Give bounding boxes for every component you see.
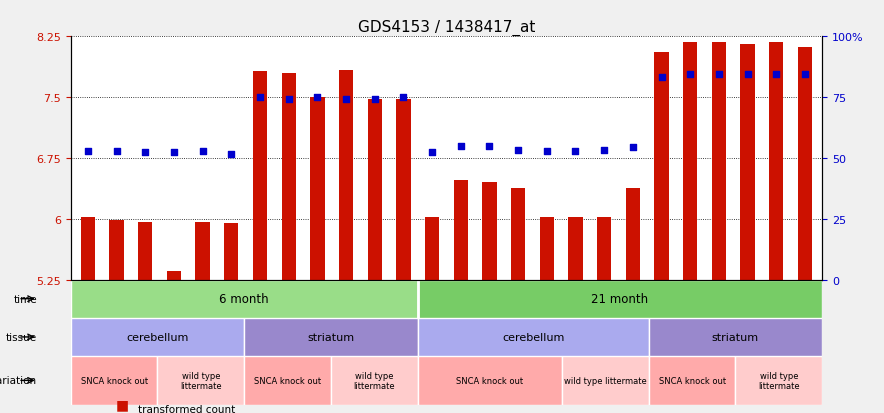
Bar (157, 356, 244, 405)
Point (511, 147, 525, 154)
Point (225, 151, 239, 158)
Bar (417, 318, 649, 356)
Bar (597, 218, 612, 280)
Bar (244, 318, 417, 356)
Bar (225, 223, 239, 280)
Text: wild type
littermate: wild type littermate (354, 371, 395, 390)
Bar (253, 72, 267, 280)
Point (167, 150, 181, 156)
Text: wild type littermate: wild type littermate (564, 376, 647, 385)
Bar (562, 356, 649, 405)
Bar (80, 218, 95, 280)
Bar (741, 45, 755, 280)
Point (282, 96, 296, 103)
Text: ■: ■ (116, 398, 129, 412)
Bar (649, 318, 822, 356)
Point (339, 96, 353, 103)
Text: 6 month: 6 month (219, 292, 269, 306)
Bar (339, 71, 354, 280)
Bar (71, 318, 244, 356)
Point (253, 95, 267, 101)
Point (396, 95, 410, 101)
Text: wild type
littermate: wild type littermate (758, 371, 800, 390)
Bar (539, 218, 554, 280)
Bar (683, 43, 697, 280)
Bar (769, 43, 783, 280)
Text: SNCA knock out: SNCA knock out (659, 376, 726, 385)
Text: genotype/variation: genotype/variation (0, 375, 37, 385)
Bar (138, 223, 152, 280)
Text: SNCA knock out: SNCA knock out (80, 376, 148, 385)
Bar (310, 98, 324, 280)
Bar (511, 188, 525, 280)
Point (626, 145, 640, 151)
Point (453, 143, 468, 150)
Bar (71, 280, 417, 318)
Bar (649, 356, 735, 405)
Bar (425, 218, 439, 280)
Text: SNCA knock out: SNCA knock out (254, 376, 321, 385)
Point (138, 150, 152, 156)
Text: cerebellum: cerebellum (126, 332, 188, 342)
Bar (568, 218, 583, 280)
Bar (626, 188, 640, 280)
Text: tissue: tissue (6, 332, 37, 342)
Point (568, 148, 583, 154)
Point (483, 143, 497, 150)
Bar (110, 221, 124, 280)
Text: wild type
littermate: wild type littermate (180, 371, 222, 390)
Bar (331, 356, 417, 405)
Point (195, 149, 210, 155)
Text: transformed count: transformed count (139, 404, 236, 413)
Text: SNCA knock out: SNCA knock out (456, 376, 523, 385)
Point (683, 72, 697, 78)
Bar (368, 100, 382, 280)
Text: cerebellum: cerebellum (502, 332, 564, 342)
Bar (483, 183, 497, 280)
Bar (244, 356, 331, 405)
Bar (797, 47, 812, 280)
Point (654, 74, 668, 81)
Bar (735, 356, 822, 405)
Bar (712, 43, 726, 280)
Bar (453, 180, 468, 280)
Point (798, 72, 812, 78)
Point (80, 148, 95, 154)
Bar (167, 272, 181, 280)
Point (110, 148, 124, 154)
Bar (281, 74, 296, 280)
Point (597, 147, 611, 154)
Point (425, 150, 439, 156)
Text: striatum: striatum (308, 332, 354, 342)
Point (741, 72, 755, 78)
Text: striatum: striatum (712, 332, 759, 342)
Bar (195, 223, 210, 280)
Point (769, 72, 783, 78)
Bar (417, 280, 822, 318)
Point (540, 148, 554, 154)
Point (310, 95, 324, 101)
Point (712, 72, 726, 78)
Bar (396, 100, 410, 280)
Bar (71, 356, 157, 405)
Bar (654, 53, 668, 280)
Text: 21 month: 21 month (591, 292, 648, 306)
Point (368, 96, 382, 103)
Bar (417, 356, 562, 405)
Title: GDS4153 / 1438417_at: GDS4153 / 1438417_at (358, 20, 535, 36)
Text: time: time (13, 294, 37, 304)
